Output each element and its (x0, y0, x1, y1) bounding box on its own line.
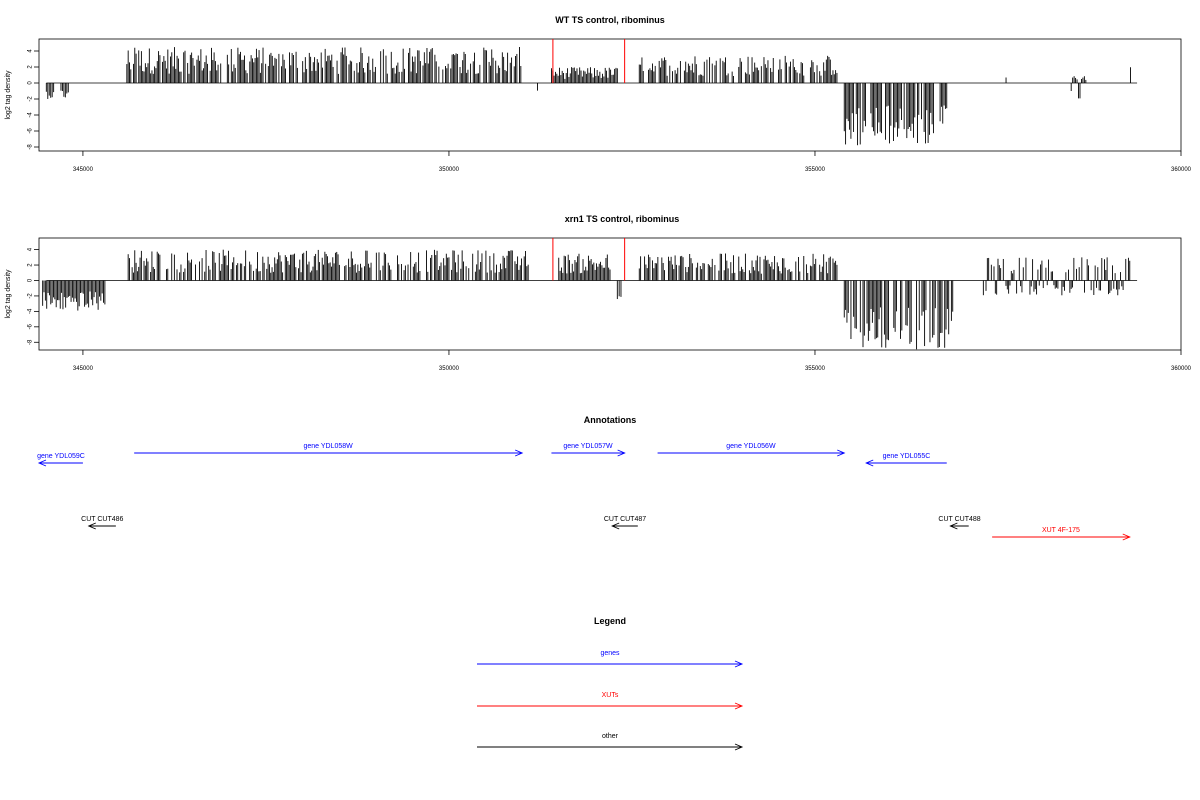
wt-y-axis: 4 2 0 -2 -4 -6 -8 (28, 49, 39, 150)
xrn1-y-tick-label: 4 (28, 247, 34, 251)
annotation-label: gene YDL055C (883, 453, 931, 460)
annotation-feature: gene YDL059C (37, 453, 85, 467)
annotation-label: CUT CUT486 (81, 516, 123, 523)
xrn1-x-axis: 345000 350000 355000 360000 (73, 350, 1192, 372)
annotation-feature: CUT CUT486 (81, 516, 124, 530)
wt-y-tick-label: -2 (28, 96, 34, 102)
annotation-arrowhead (837, 449, 846, 457)
xrn1-x-tick-label: 360000 (1171, 366, 1192, 372)
annotation-feature: gene YDL057W (551, 443, 626, 457)
wt-x-tick-label: 350000 (439, 167, 460, 173)
annotation-label: gene YDL059C (37, 453, 85, 460)
annotation-feature: XUT 4F-175 (992, 527, 1131, 541)
xrn1-y-tick-label: -4 (28, 308, 34, 314)
annotation-arrowhead (865, 459, 874, 467)
annotation-label: gene YDL057W (563, 443, 613, 450)
wt-x-tick-label: 345000 (73, 167, 94, 173)
annotation-arrowhead (514, 449, 524, 457)
wt-density-bars (45, 39, 1131, 146)
xrn1-y-axis: 4 2 0 -2 -4 -6 -8 (28, 247, 39, 345)
legend-label: genes (600, 650, 620, 657)
xrn1-x-tick-label: 350000 (439, 366, 460, 372)
wt-y-tick-label: -6 (28, 128, 34, 134)
annotation-feature: CUT CUT487 (604, 516, 646, 530)
wt-y-axis-label: log2 tag density (5, 70, 12, 120)
xrn1-plot-frame (38, 237, 1182, 351)
xrn1-x-tick-label: 355000 (805, 366, 826, 372)
xrn1-panel: xrn1 TS control, ribominus log2 tag dens… (5, 214, 1192, 372)
annotation-label: gene YDL056W (726, 443, 776, 450)
legend-arrowhead (734, 660, 744, 668)
wt-y-tick-label: 2 (28, 65, 34, 69)
legend-items: genes XUTs other (477, 650, 744, 751)
legend: Legend genes XUTs other (477, 616, 744, 751)
legend-item: other (477, 733, 744, 751)
xrn1-y-tick-label: -8 (28, 339, 34, 345)
annotation-feature: gene YDL055C (865, 453, 947, 467)
wt-y-tick-label: 4 (28, 49, 34, 53)
annotation-arrowhead (87, 522, 96, 530)
annotation-label: CUT CUT487 (604, 516, 646, 523)
legend-item: genes (477, 650, 744, 668)
annotations-title: Annotations (584, 415, 637, 425)
legend-arrowhead (734, 702, 744, 710)
legend-arrowhead (734, 743, 744, 751)
annotation-feature: gene YDL058W (134, 443, 524, 457)
annotation-arrowhead (617, 449, 626, 457)
annotation-arrowhead (611, 522, 620, 530)
wt-plot-frame (38, 38, 1182, 152)
annotation-arrowhead (949, 522, 958, 530)
xrn1-x-tick-label: 345000 (73, 366, 94, 372)
annotation-label: gene YDL058W (304, 443, 354, 450)
xrn1-y-tick-label: -6 (28, 324, 34, 330)
annotation-arrowhead (37, 459, 47, 467)
xrn1-y-tick-label: 2 (28, 263, 34, 267)
annotation-arrowhead (1122, 533, 1131, 541)
wt-x-tick-label: 360000 (1171, 167, 1192, 173)
legend-title: Legend (594, 616, 626, 626)
annotation-label: CUT CUT488 (938, 516, 980, 523)
xrn1-y-tick-label: 0 (28, 278, 34, 282)
legend-label: other (602, 733, 619, 740)
wt-y-tick-label: 0 (28, 81, 34, 85)
annotation-feature: gene YDL056W (657, 443, 846, 457)
xrn1-y-axis-label: log2 tag density (5, 269, 12, 319)
wt-x-tick-label: 355000 (805, 167, 826, 173)
wt-y-tick-label: -4 (28, 112, 34, 118)
xrn1-density-bars (42, 238, 1131, 350)
legend-label: XUTs (602, 692, 619, 699)
wt-x-axis: 345000 350000 355000 360000 (73, 151, 1192, 173)
annotation-label: XUT 4F-175 (1042, 527, 1080, 534)
wt-panel-title: WT TS control, ribominus (555, 15, 665, 25)
wt-y-tick-label: -8 (28, 144, 34, 150)
xrn1-panel-title: xrn1 TS control, ribominus (565, 214, 680, 224)
wt-panel: WT TS control, ribominus log2 tag densit… (5, 15, 1192, 173)
xrn1-y-tick-label: -2 (28, 293, 34, 299)
legend-item: XUTs (477, 692, 744, 710)
annotation-features: gene YDL059C gene YDL058W gene YDL057W gene… (37, 443, 1131, 541)
annotation-feature: CUT CUT488 (938, 516, 981, 530)
